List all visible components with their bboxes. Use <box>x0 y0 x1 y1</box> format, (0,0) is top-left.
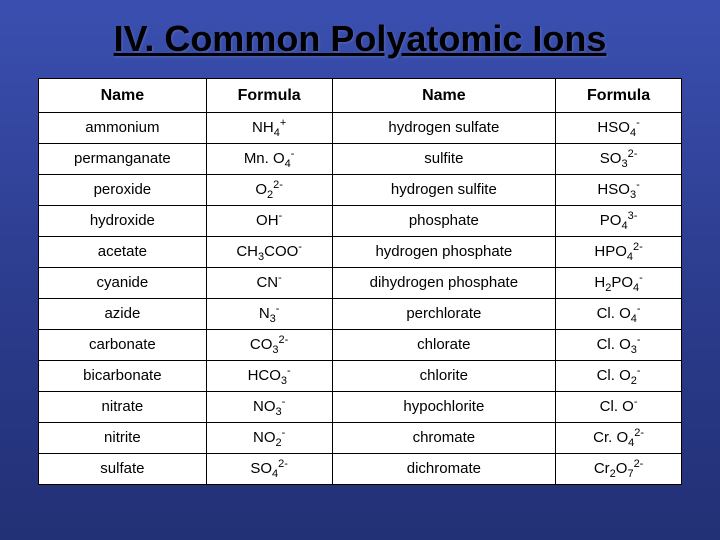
cell-formula-1: NO3- <box>206 392 332 423</box>
slide: IV. Common Polyatomic Ions Name Formula … <box>0 0 720 540</box>
table-row: cyanideCN-dihydrogen phosphateH2PO4- <box>39 268 682 299</box>
cell-formula-2: Cl. O2- <box>556 361 682 392</box>
cell-name-1: cyanide <box>39 268 207 299</box>
cell-formula-2: SO32- <box>556 144 682 175</box>
table-row: azideN3-perchlorateCl. O4- <box>39 299 682 330</box>
slide-title: IV. Common Polyatomic Ions <box>38 18 682 60</box>
cell-formula-1: HCO3- <box>206 361 332 392</box>
cell-name-2: hypochlorite <box>332 392 556 423</box>
cell-formula-1: OH- <box>206 206 332 237</box>
cell-name-1: hydroxide <box>39 206 207 237</box>
header-row: Name Formula Name Formula <box>39 79 682 113</box>
table-row: peroxideO22-hydrogen sulfiteHSO3- <box>39 175 682 206</box>
cell-formula-1: CO32- <box>206 330 332 361</box>
cell-name-2: dihydrogen phosphate <box>332 268 556 299</box>
table-row: hydroxideOH-phosphatePO43- <box>39 206 682 237</box>
header-name-1: Name <box>39 79 207 113</box>
cell-name-2: chromate <box>332 423 556 454</box>
cell-name-1: carbonate <box>39 330 207 361</box>
cell-formula-1: NH4+ <box>206 113 332 144</box>
table-row: nitriteNO2-chromateCr. O42- <box>39 423 682 454</box>
cell-name-2: chlorate <box>332 330 556 361</box>
cell-formula-2: Cl. O4- <box>556 299 682 330</box>
cell-name-2: hydrogen sulfite <box>332 175 556 206</box>
cell-name-2: dichromate <box>332 454 556 485</box>
cell-formula-2: HPO42- <box>556 237 682 268</box>
cell-name-1: nitrate <box>39 392 207 423</box>
cell-name-2: phosphate <box>332 206 556 237</box>
table-row: sulfateSO42-dichromateCr2O72- <box>39 454 682 485</box>
cell-formula-2: Cl. O- <box>556 392 682 423</box>
cell-formula-2: PO43- <box>556 206 682 237</box>
header-formula-1: Formula <box>206 79 332 113</box>
cell-name-2: hydrogen sulfate <box>332 113 556 144</box>
cell-formula-2: Cl. O3- <box>556 330 682 361</box>
table-row: permanganateMn. O4-sulfiteSO32- <box>39 144 682 175</box>
cell-formula-2: H2PO4- <box>556 268 682 299</box>
table-row: acetateCH3COO-hydrogen phosphateHPO42- <box>39 237 682 268</box>
cell-name-1: ammonium <box>39 113 207 144</box>
table-row: nitrateNO3-hypochloriteCl. O- <box>39 392 682 423</box>
table-body: ammoniumNH4+hydrogen sulfateHSO4-permang… <box>39 113 682 485</box>
cell-name-1: azide <box>39 299 207 330</box>
cell-formula-2: Cr2O72- <box>556 454 682 485</box>
cell-name-1: peroxide <box>39 175 207 206</box>
cell-formula-2: HSO3- <box>556 175 682 206</box>
header-formula-2: Formula <box>556 79 682 113</box>
cell-name-2: chlorite <box>332 361 556 392</box>
cell-name-1: acetate <box>39 237 207 268</box>
cell-name-2: perchlorate <box>332 299 556 330</box>
cell-formula-1: CH3COO- <box>206 237 332 268</box>
cell-formula-1: N3- <box>206 299 332 330</box>
cell-name-2: hydrogen phosphate <box>332 237 556 268</box>
cell-name-1: sulfate <box>39 454 207 485</box>
cell-formula-1: NO2- <box>206 423 332 454</box>
cell-formula-1: O22- <box>206 175 332 206</box>
cell-name-1: bicarbonate <box>39 361 207 392</box>
cell-name-1: nitrite <box>39 423 207 454</box>
header-name-2: Name <box>332 79 556 113</box>
cell-formula-1: SO42- <box>206 454 332 485</box>
cell-formula-2: HSO4- <box>556 113 682 144</box>
cell-formula-2: Cr. O42- <box>556 423 682 454</box>
cell-name-1: permanganate <box>39 144 207 175</box>
table-row: bicarbonateHCO3-chloriteCl. O2- <box>39 361 682 392</box>
ion-table: Name Formula Name Formula ammoniumNH4+hy… <box>38 78 682 485</box>
table-row: ammoniumNH4+hydrogen sulfateHSO4- <box>39 113 682 144</box>
table-row: carbonateCO32-chlorateCl. O3- <box>39 330 682 361</box>
cell-formula-1: CN- <box>206 268 332 299</box>
cell-name-2: sulfite <box>332 144 556 175</box>
cell-formula-1: Mn. O4- <box>206 144 332 175</box>
